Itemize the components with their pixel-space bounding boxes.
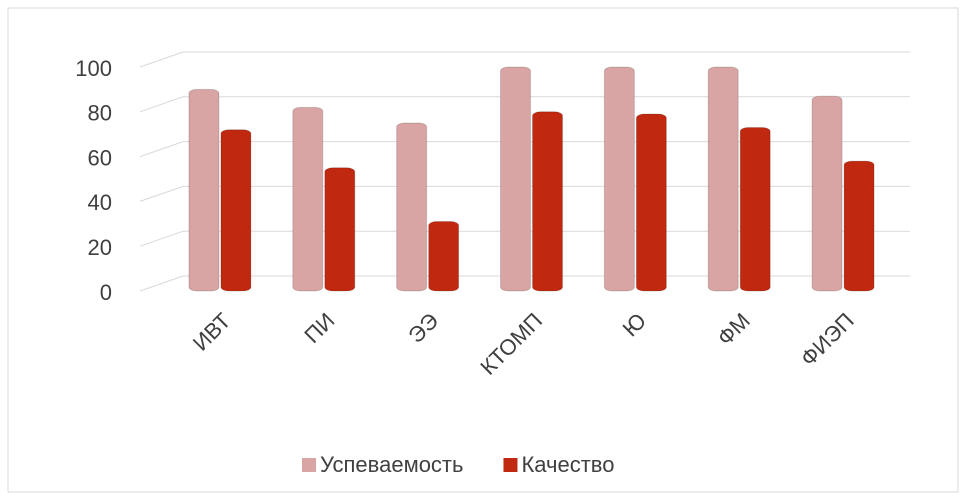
- legend-swatch: [302, 458, 316, 472]
- y-tick-label: 20: [88, 235, 112, 260]
- bar: [811, 95, 843, 292]
- y-tick-label: 80: [88, 101, 112, 126]
- bar: [324, 167, 356, 292]
- bar: [635, 113, 667, 292]
- y-tick-label: 100: [75, 56, 112, 81]
- bar: [396, 122, 428, 292]
- bar: [843, 160, 875, 292]
- legend-swatch: [503, 458, 518, 472]
- grid-line: [139, 51, 910, 68]
- y-tick-label: 60: [88, 145, 112, 170]
- bar: [532, 111, 563, 292]
- grid-line: [139, 275, 910, 292]
- chart-frame: [7, 7, 959, 493]
- grid-line: [139, 185, 910, 202]
- grid-line: [139, 96, 910, 113]
- bar: [707, 66, 739, 292]
- bar: [739, 126, 771, 292]
- bar: [188, 88, 220, 292]
- grid-line: [139, 141, 910, 158]
- y-tick-label: 0: [100, 280, 112, 305]
- bar: [603, 66, 635, 292]
- legend-label: Качество: [521, 452, 614, 477]
- bar: [220, 129, 252, 292]
- bar: [500, 66, 531, 292]
- bar: [428, 221, 460, 292]
- legend-label: Успеваемость: [320, 452, 463, 477]
- y-tick-label: 40: [88, 190, 112, 215]
- bar: [292, 106, 324, 292]
- grid-line: [139, 230, 910, 247]
